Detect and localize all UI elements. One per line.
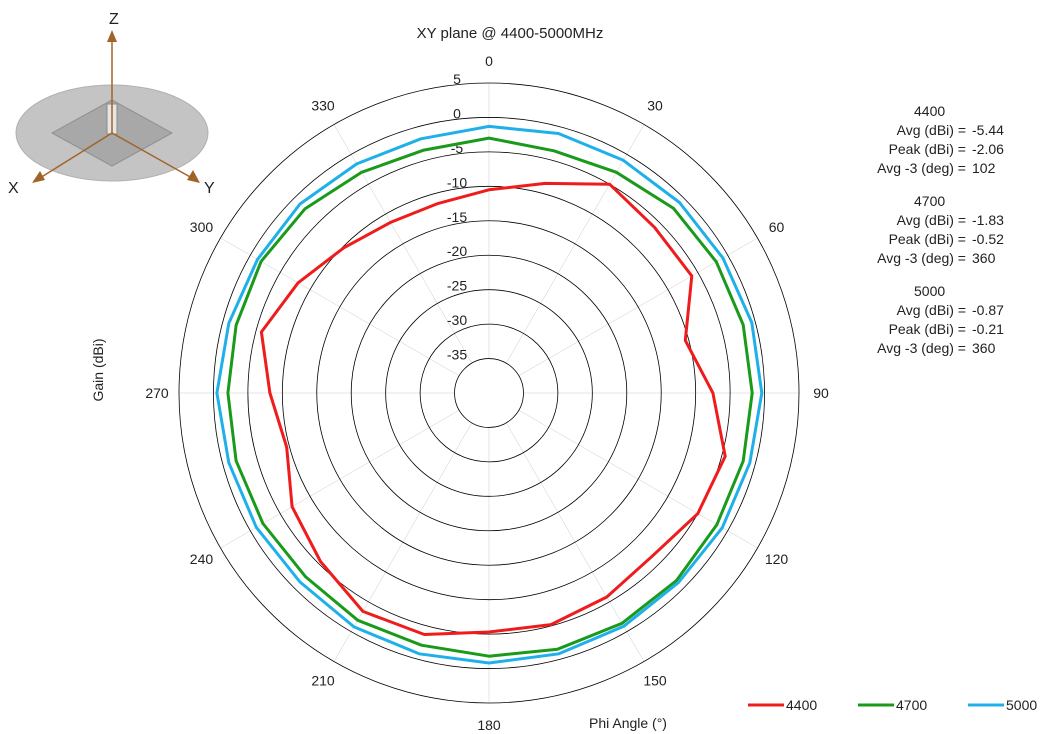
angle-tick-label: 60 [769, 219, 785, 235]
legend-label-5000: 5000 [1006, 697, 1037, 713]
x-axis-line [39, 132, 113, 179]
stat-row: Avg -3 (deg) = 102 [830, 159, 1040, 178]
series-line-5000 [215, 124, 764, 665]
angle-tick-label: 0 [485, 53, 493, 69]
y-arrow-icon [187, 170, 200, 183]
z-axis-label: Z [109, 11, 119, 28]
stat-label: Avg (dBi) = [896, 122, 966, 138]
stat-label: Avg -3 (deg) = [877, 340, 966, 356]
grid-circle [247, 151, 731, 635]
grid-circle [350, 254, 628, 532]
grid-spoke [333, 422, 472, 662]
stat-value: -0.52 [972, 231, 1004, 247]
stat-value: 360 [972, 250, 996, 266]
stat-row: Peak (dBi) = -0.21 [830, 320, 1040, 339]
angular-axis-label: Phi Angle (°) [589, 715, 667, 731]
polar-grid [178, 82, 800, 704]
y-axis-line [111, 132, 193, 179]
angle-tick-label: 300 [190, 219, 214, 235]
grid-spoke [518, 237, 758, 376]
radial-tick-label: -25 [447, 278, 467, 294]
angle-tick-label: 150 [643, 673, 667, 689]
stat-frequency: 4700 [914, 193, 946, 209]
stat-block-5000: 5000 Avg (dBi) = -0.87 Peak (dBi) = -0.21 Avg… [830, 282, 1040, 358]
stats-panel: 4400 Avg (dBi) = -5.44 Peak (dBi) = -2.06 Avg… [830, 102, 1040, 372]
stat-label: Avg -3 (deg) = [877, 160, 966, 176]
series-line-4400 [259, 181, 727, 636]
y-axis-label: Y [204, 180, 215, 197]
grid-spoke [506, 124, 645, 364]
angle-tick-label: 210 [311, 673, 335, 689]
stat-row: Peak (dBi) = -2.06 [830, 140, 1040, 159]
stat-label: Avg -3 (deg) = [877, 250, 966, 266]
x-arrow-icon [32, 171, 45, 183]
stat-value: 102 [972, 160, 996, 176]
angle-tick-label: 120 [765, 551, 789, 567]
grid-spoke [506, 422, 645, 662]
grid-spoke [220, 410, 460, 549]
stat-row: Avg (dBi) = -1.83 [830, 211, 1040, 230]
series-line-4700 [226, 136, 754, 658]
grid-circle [213, 117, 765, 669]
stat-value: 360 [972, 340, 996, 356]
stat-label: Avg (dBi) = [896, 302, 966, 318]
radial-tick-label: 5 [453, 71, 461, 87]
angle-tick-labels: 0 30 60 90 120 150 180 210 240 270 300 330 [145, 53, 829, 733]
radial-tick-label: 0 [453, 105, 461, 121]
legend: 4400 4700 5000 [748, 697, 1037, 713]
radial-tick-labels: 50-5-10-15-20-25-30-35 [447, 71, 467, 363]
stat-row: Avg -3 (deg) = 360 [830, 249, 1040, 268]
angle-tick-label: 270 [145, 385, 169, 401]
stat-frequency: 5000 [914, 283, 946, 299]
stat-label: Peak (dBi) = [888, 231, 966, 247]
legend-label-4700: 4700 [896, 697, 927, 713]
stat-value: -0.87 [972, 302, 1004, 318]
stat-row: Avg -3 (deg) = 360 [830, 339, 1040, 358]
radial-tick-label: -35 [447, 347, 467, 363]
radial-tick-label: -20 [447, 243, 467, 259]
stat-label: Avg (dBi) = [896, 212, 966, 228]
stat-frequency: 4400 [914, 103, 946, 119]
z-arrow-icon [107, 30, 117, 42]
chart-title: XY plane @ 4400-5000MHz [417, 25, 604, 42]
radial-tick-label: -10 [447, 174, 467, 190]
angle-tick-label: 30 [647, 97, 663, 113]
stat-label: Peak (dBi) = [888, 321, 966, 337]
radial-tick-label: -15 [447, 209, 467, 225]
stat-value: -2.06 [972, 141, 1004, 157]
stat-value: -1.83 [972, 212, 1004, 228]
angle-tick-label: 330 [311, 97, 335, 113]
stat-row: Avg (dBi) = -0.87 [830, 301, 1040, 320]
stat-row: Peak (dBi) = -0.52 [830, 230, 1040, 249]
stat-label: Peak (dBi) = [888, 141, 966, 157]
grid-circle [385, 289, 593, 497]
stat-value: -5.44 [972, 122, 1004, 138]
grid-circle [281, 185, 697, 601]
x-axis-label: X [8, 180, 19, 197]
radial-axis-label: Gain (dBi) [90, 338, 106, 401]
angle-tick-label: 180 [477, 717, 501, 733]
stat-value: -0.21 [972, 321, 1004, 337]
angle-tick-label: 240 [190, 551, 214, 567]
grid-circle [419, 323, 559, 463]
grid-circle [454, 358, 524, 428]
series-lines [215, 124, 764, 665]
radial-tick-label: -30 [447, 312, 467, 328]
angle-tick-label: 90 [813, 385, 829, 401]
grid-circle [316, 220, 662, 566]
legend-label-4400: 4400 [786, 697, 817, 713]
orientation-inset: Z X Y [8, 11, 215, 197]
stat-block-4400: 4400 Avg (dBi) = -5.44 Peak (dBi) = -2.06 Avg… [830, 102, 1040, 178]
stat-row: Avg (dBi) = -5.44 [830, 121, 1040, 140]
stat-block-4700: 4700 Avg (dBi) = -1.83 Peak (dBi) = -0.52 Avg… [830, 192, 1040, 268]
grid-circle [178, 82, 800, 704]
